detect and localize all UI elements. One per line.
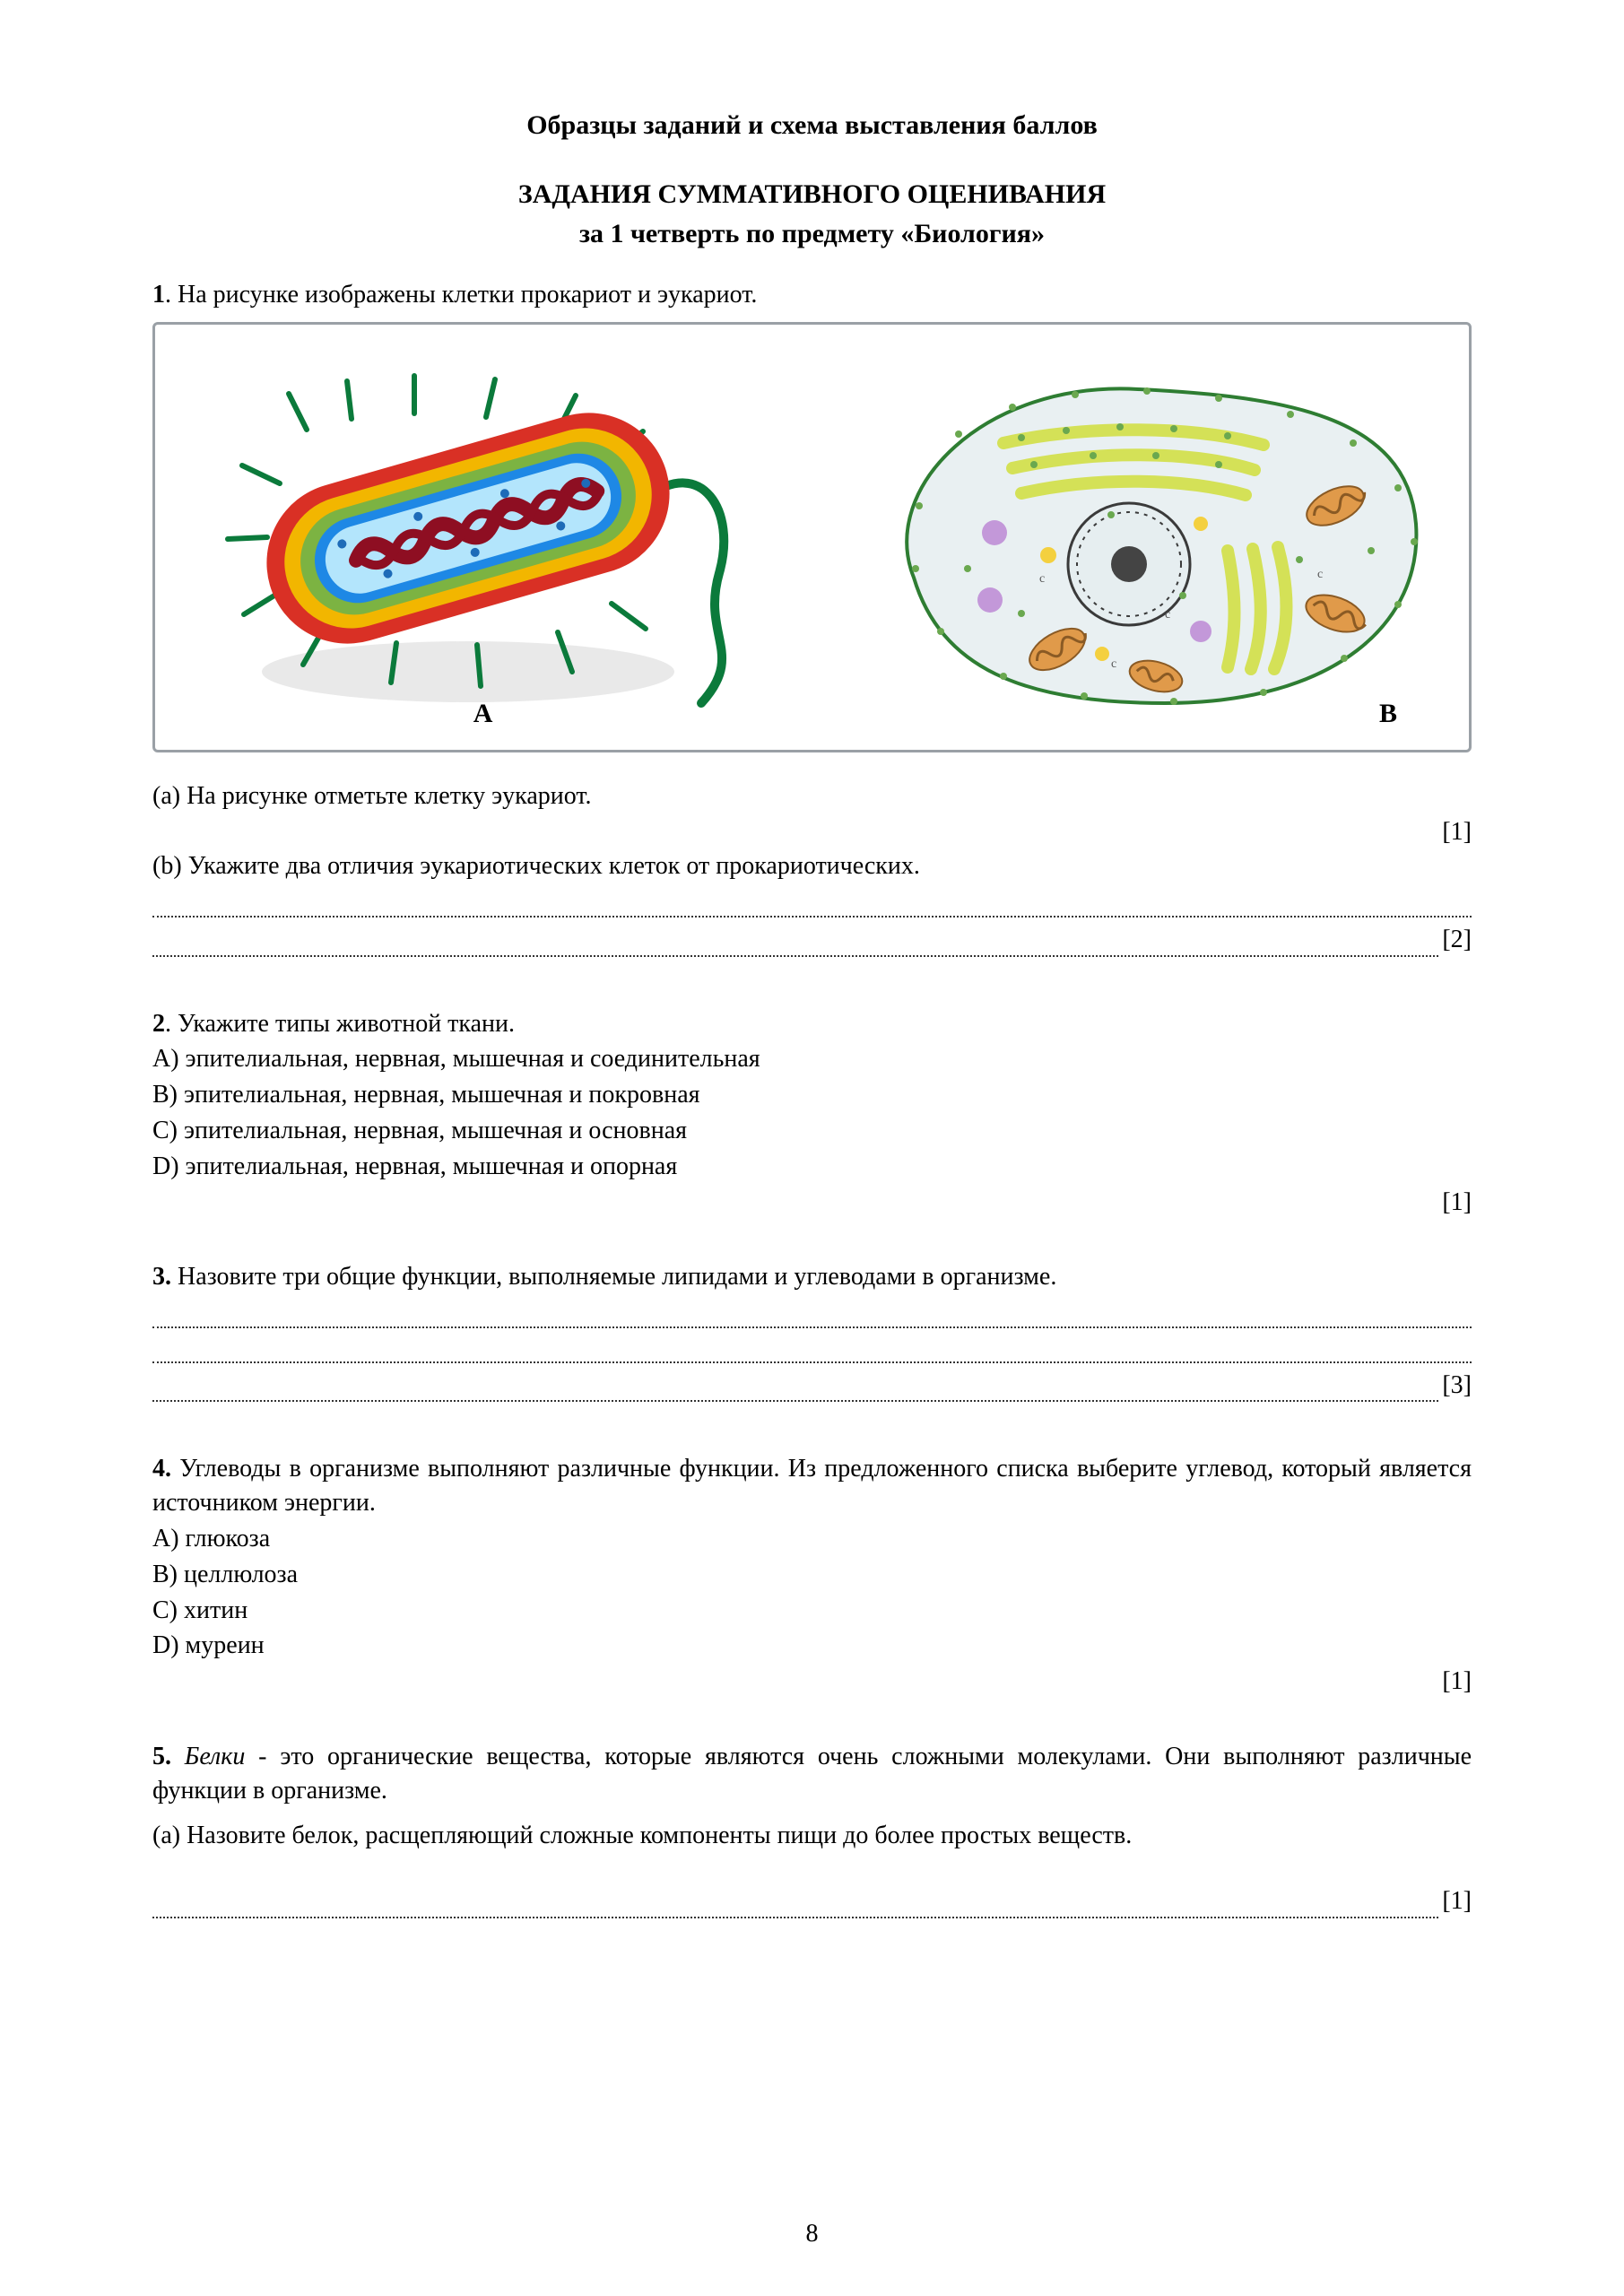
q2-intro: . Укажите типы животной ткани. [165, 1010, 515, 1038]
prokaryote-panel: А [173, 337, 799, 737]
q3-text: 3. Назовите три общие функции, выполняем… [152, 1260, 1472, 1294]
svg-text:c: c [1111, 657, 1116, 671]
shadow [262, 641, 674, 702]
q1a-text: (a) На рисунке отметьте клетку эукариот. [152, 779, 1472, 813]
prokaryote-svg [199, 349, 773, 726]
svg-text:c: c [1165, 608, 1170, 622]
q1-body: . На рисунке изображены клетки прокариот… [165, 281, 757, 309]
answer-line-with-points: [1] [152, 1884, 1472, 1918]
q2-opt-c: С) эпителиальная, нервная, мышечная и ос… [152, 1114, 1472, 1148]
q4-opt-a: А) глюкоза [152, 1522, 1472, 1556]
page-title-1: Образцы заданий и схема выставления балл… [152, 108, 1472, 144]
q1b-points: [2] [1438, 923, 1472, 957]
q5-italic: Белки [171, 1743, 245, 1770]
question-4: 4. Углеводы в организме выполняют различ… [152, 1452, 1472, 1699]
answer-line-with-points: [3] [152, 1369, 1472, 1403]
q1a-points: [1] [152, 815, 1472, 849]
q2-options: А) эпителиальная, нервная, мышечная и со… [152, 1042, 1472, 1183]
q4-opt-c: С) хитин [152, 1594, 1472, 1628]
q4-body: Углеводы в организме выполняют различные… [152, 1455, 1472, 1517]
svg-text:c: c [1039, 572, 1045, 586]
question-5: 5. Белки - это органические вещества, ко… [152, 1740, 1472, 1918]
question-3: 3. Назовите три общие функции, выполняем… [152, 1260, 1472, 1402]
q4-number: 4. [152, 1455, 171, 1483]
cell-figure: А [152, 322, 1472, 752]
q5-body: - это органические вещества, которые явл… [152, 1743, 1472, 1805]
panel-b-label: В [1379, 696, 1397, 733]
q2-number: 2 [152, 1010, 165, 1038]
page-number: 8 [0, 2217, 1624, 2251]
q2-opt-b: В) эпителиальная, нервная, мышечная и по… [152, 1078, 1472, 1112]
answer-line [152, 1334, 1472, 1362]
q5-number: 5. [152, 1743, 171, 1770]
q4-opt-d: D) муреин [152, 1629, 1472, 1663]
question-2: 2. Укажите типы животной ткани. А) эпите… [152, 1007, 1472, 1220]
q1-text: 1. На рисунке изображены клетки прокарио… [152, 278, 1472, 312]
svg-text:c: c [1317, 568, 1323, 581]
q3-body: Назовите три общие функции, выполняемые … [171, 1263, 1056, 1291]
answer-line [152, 889, 1472, 918]
q5a-text: (a) Назовите белок, расщепляющий сложные… [152, 1819, 1472, 1853]
q2-opt-d: D) эпителиальная, нервная, мышечная и оп… [152, 1150, 1472, 1184]
eukaryote-svg: c c c c [833, 344, 1443, 730]
q2-points: [1] [152, 1186, 1472, 1220]
q4-options: А) глюкоза В) целлюлоза С) хитин D) муре… [152, 1522, 1472, 1663]
page-title-2: ЗАДАНИЯ СУММАТИВНОГО ОЦЕНИВАНИЯ [152, 177, 1472, 213]
q1b-text: (b) Укажите два отличия эукариотических … [152, 849, 1472, 883]
document-page: Образцы заданий и схема выставления балл… [0, 0, 1624, 2296]
q2-opt-a: А) эпителиальная, нервная, мышечная и со… [152, 1042, 1472, 1076]
q5-text: 5. Белки - это органические вещества, ко… [152, 1740, 1472, 1808]
panel-a-label: А [473, 696, 493, 733]
eukaryote-panel: c c c c В [826, 337, 1452, 737]
q1-number: 1 [152, 281, 165, 309]
page-title-3: за 1 четверть по предмету «Биология» [152, 216, 1472, 253]
q2-text: 2. Укажите типы животной ткани. [152, 1007, 1472, 1041]
answer-line-with-points: [2] [152, 923, 1472, 957]
q4-opt-b: В) целлюлоза [152, 1558, 1472, 1592]
question-1: 1. На рисунке изображены клетки прокарио… [152, 278, 1472, 957]
q4-points: [1] [152, 1665, 1472, 1699]
answer-line [152, 1300, 1472, 1328]
nucleolus [1111, 546, 1147, 582]
q3-points: [3] [1438, 1369, 1472, 1403]
q4-text: 4. Углеводы в организме выполняют различ… [152, 1452, 1472, 1520]
q3-number: 3. [152, 1263, 171, 1291]
q5a-points: [1] [1438, 1884, 1472, 1918]
